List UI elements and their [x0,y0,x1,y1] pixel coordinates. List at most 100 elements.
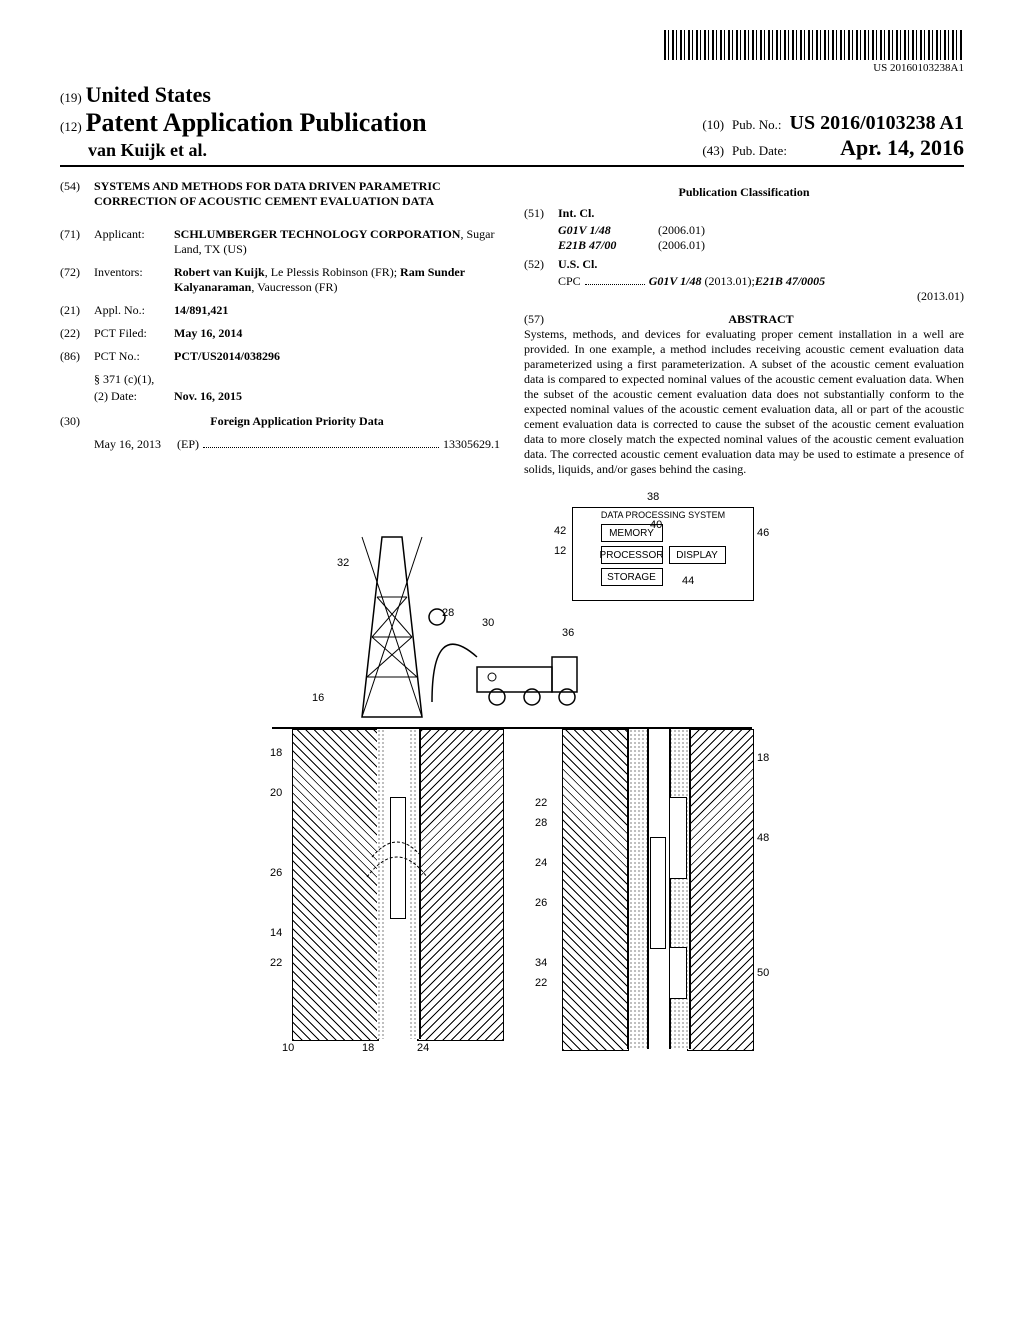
intcl2-date: (2006.01) [658,238,705,253]
applicant-label: Applicant: [94,227,174,257]
foreign-num: 13305629.1 [443,437,500,452]
cable-icon [427,597,487,707]
cpc1: G01V 1/48 [649,274,702,289]
label-42: 42 [554,525,566,537]
intcl-code: (51) [524,206,558,221]
label-18c: 18 [362,1042,374,1054]
pctfiled-label: PCT Filed: [94,326,174,341]
inventor1: Robert van Kuijk [174,265,265,279]
cpc-dotted [585,274,645,285]
abstract-heading-row: (57) ABSTRACT [524,312,964,327]
applicant-code: (71) [60,227,94,257]
label-46: 46 [757,527,769,539]
applno-row: (21) Appl. No.: 14/891,421 [60,303,500,318]
header-right: (10) Pub. No.: US 2016/0103238 A1 (43) P… [702,112,964,161]
abstract-heading: ABSTRACT [558,312,964,327]
cpc2-date: (2013.01) [917,289,964,303]
foreign-date: May 16, 2013 [94,437,161,452]
barcode [664,30,964,60]
label-18a: 18 [270,747,282,759]
foreign-country: (EP) [177,437,199,452]
tool-right [650,837,666,949]
classification-heading: Publication Classification [524,185,964,200]
display-box: DISPLAY [669,546,726,564]
s371-label: § 371 (c)(1), [94,372,500,387]
right-column: Publication Classification (51) Int. Cl.… [524,179,964,477]
label-48: 48 [757,832,769,844]
label-36: 36 [562,627,574,639]
applicant-name: SCHLUMBERGER TECHNOLOGY CORPORATION [174,227,460,241]
formation-right-1 [562,729,629,1051]
body-columns: (54) SYSTEMS AND METHODS FOR DATA DRIVEN… [60,179,964,477]
pctfiled: May 16, 2014 [174,326,500,341]
pctfiled-code: (22) [60,326,94,341]
publication-kind: Patent Application Publication [86,108,427,137]
formation-right-2 [687,729,754,1051]
dotted-leader [203,437,439,448]
pubno-label: Pub. No.: [732,117,781,133]
applicant-body: SCHLUMBERGER TECHNOLOGY CORPORATION, Sug… [174,227,500,257]
inventor2-loc: , Vaucresson (FR) [251,280,337,294]
uscl-row: (52) U.S. Cl. [524,257,964,272]
country: United States [86,82,211,107]
intcl2: E21B 47/00 [558,238,658,253]
kind-code: (12) [60,119,82,134]
label-28b: 28 [535,817,547,829]
void-48 [669,797,687,879]
pctno-row: (86) PCT No.: PCT/US2014/038296 [60,349,500,364]
cpc-row: CPC G01V 1/48 (2013.01); E21B 47/0005 [558,274,964,289]
intcl-label: Int. Cl. [558,206,964,221]
label-10: 10 [282,1042,294,1054]
label-12: 12 [554,545,566,557]
intcl1-row: G01V 1/48 (2006.01) [558,223,964,238]
label-44: 44 [682,575,694,587]
label-24b: 24 [417,1042,429,1054]
label-24a: 24 [535,857,547,869]
header-left: (19) United States (12) Patent Applicati… [60,82,427,161]
label-22b: 22 [535,797,547,809]
wave-icon [352,787,442,937]
truck-icon [472,642,582,712]
label-32: 32 [337,557,349,569]
figure-area: DATA PROCESSING SYSTEM MEMORY PROCESSOR … [60,497,964,1062]
s371-date: Nov. 16, 2015 [174,389,500,404]
foreign-heading-row: (30) Foreign Application Priority Data [60,414,500,429]
cpc2-date-row: (2013.01) [558,289,964,304]
inventors-label: Inventors: [94,265,174,295]
abstract-text: Systems, methods, and devices for evalua… [524,327,964,477]
label-38: 38 [647,491,659,503]
cpc-label: CPC [558,274,581,289]
applno-label: Appl. No.: [94,303,174,318]
pctno: PCT/US2014/038296 [174,349,500,364]
s371-spacer [60,372,94,387]
processor-box: PROCESSOR [601,546,663,564]
uscl-code: (52) [524,257,558,272]
intcl-row: (51) Int. Cl. [524,206,964,221]
inventors-code: (72) [60,265,94,295]
cpc2: E21B 47/0005 [755,274,825,289]
pctno-code: (86) [60,349,94,364]
derrick-icon [352,527,432,727]
intcl2-row: E21B 47/00 (2006.01) [558,238,964,253]
applno: 14/891,421 [174,303,500,318]
label-26a: 26 [270,867,282,879]
country-code: (19) [60,90,82,105]
applno-code: (21) [60,303,94,318]
label-34: 34 [535,957,547,969]
uscl-label: U.S. Cl. [558,257,964,272]
void-50 [669,947,687,999]
foreign-heading: Foreign Application Priority Data [94,414,500,429]
inventor1-loc: , Le Plessis Robinson (FR); [265,265,400,279]
label-26b: 26 [535,897,547,909]
pubno-code: (10) [702,117,724,133]
label-22a: 22 [270,957,282,969]
s371-date-row: (2) Date: Nov. 16, 2015 [60,389,500,404]
label-20: 20 [270,787,282,799]
pctfiled-row: (22) PCT Filed: May 16, 2014 [60,326,500,341]
left-column: (54) SYSTEMS AND METHODS FOR DATA DRIVEN… [60,179,500,477]
intcl1: G01V 1/48 [558,223,658,238]
foreign-code: (30) [60,414,94,429]
label-22c: 22 [535,977,547,989]
header: (19) United States (12) Patent Applicati… [60,82,964,167]
label-50: 50 [757,967,769,979]
